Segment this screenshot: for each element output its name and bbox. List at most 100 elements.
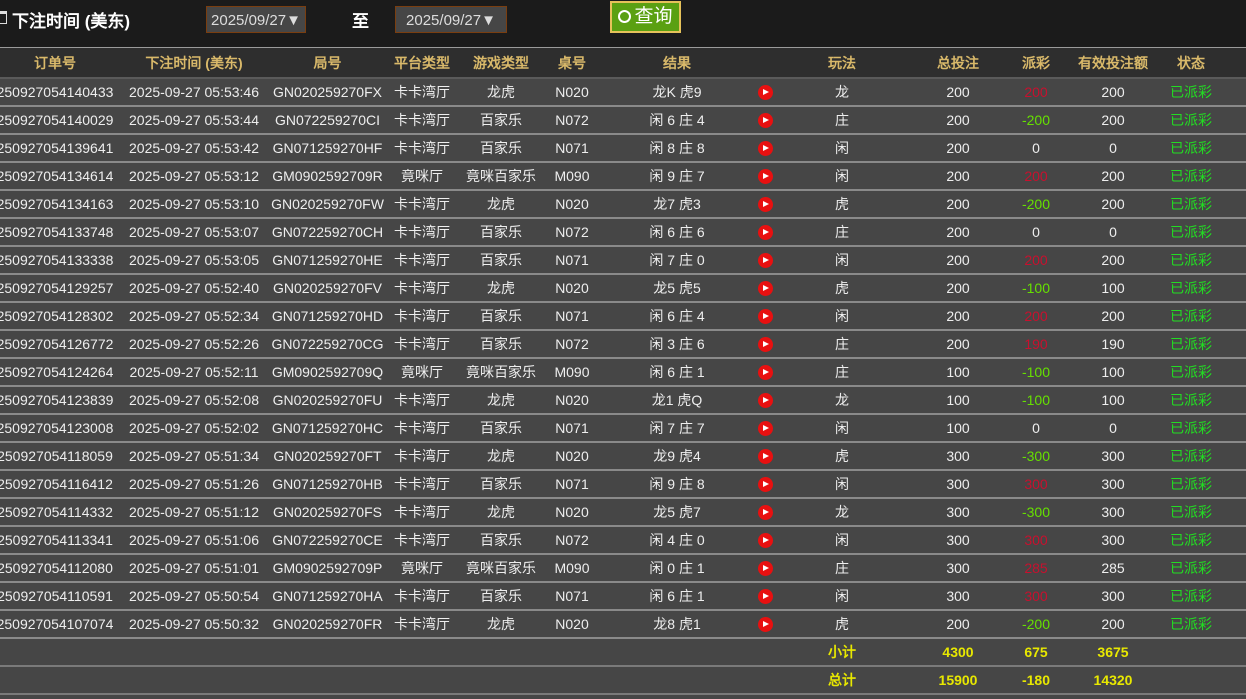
cell-extra	[1220, 442, 1246, 471]
cell-extra	[1220, 162, 1246, 191]
play-video-icon[interactable]	[757, 225, 773, 241]
cell-payout: 300	[1008, 526, 1064, 555]
cell-bet-time: 2025-09-27 05:50:32	[119, 610, 269, 639]
play-video-icon[interactable]	[757, 365, 773, 381]
cell-extra	[1220, 554, 1246, 583]
cell-payout: -100	[1008, 358, 1064, 387]
empty-cell	[386, 638, 458, 667]
cell-play-type: 闲	[776, 302, 908, 331]
query-button[interactable]: 查询	[610, 1, 681, 33]
cell-bet-time: 2025-09-27 05:50:54	[119, 582, 269, 611]
play-video-icon[interactable]	[757, 393, 773, 409]
cell-result: 龙1 虎Q	[600, 386, 754, 415]
total-label: 总计	[776, 666, 908, 695]
cell-status: 已派彩	[1162, 414, 1220, 443]
cell-game-type: 百家乐	[458, 218, 544, 247]
cell-play-type: 闲	[776, 246, 908, 275]
cell-payout: 200	[1008, 302, 1064, 331]
cell-valid-bet: 100	[1064, 386, 1162, 415]
play-video-icon[interactable]	[757, 337, 773, 353]
play-video-icon[interactable]	[757, 505, 773, 521]
cell-extra	[1220, 330, 1246, 359]
play-video-icon[interactable]	[757, 421, 773, 437]
cell-status: 已派彩	[1162, 582, 1220, 611]
play-video-icon[interactable]	[757, 477, 773, 493]
cell-play-type: 闲	[776, 470, 908, 499]
cell-status: 已派彩	[1162, 470, 1220, 499]
table-row: 250927054114332 2025-09-27 05:51:12 GN0202…	[0, 498, 1246, 527]
cell-round-no: GN020259270FS	[269, 498, 386, 527]
cell-order-no: 250927054110591	[0, 582, 119, 611]
cell-payout: -200	[1008, 106, 1064, 135]
play-video-icon[interactable]	[757, 617, 773, 633]
cell-payout: 200	[1008, 78, 1064, 107]
cell-round-no: GN072259270CG	[269, 330, 386, 359]
cell-round-no: GN072259270CH	[269, 218, 386, 247]
cell-total-bet: 200	[908, 610, 1008, 639]
cell-result: 闲 8 庄 8	[600, 134, 754, 163]
cell-video	[754, 498, 776, 527]
cell-payout: 200	[1008, 246, 1064, 275]
cell-round-no: GN020259270FU	[269, 386, 386, 415]
bet-time-label: 下注时间 (美东)	[12, 12, 131, 31]
empty-cell	[269, 638, 386, 667]
play-video-icon[interactable]	[757, 85, 773, 101]
cell-platform: 卡卡湾厅	[386, 78, 458, 107]
play-video-icon[interactable]	[757, 197, 773, 213]
cell-total-bet: 300	[908, 554, 1008, 583]
cell-video	[754, 358, 776, 387]
cell-game-type: 竟咪百家乐	[458, 554, 544, 583]
empty-cell	[600, 638, 754, 667]
cell-bet-time: 2025-09-27 05:52:40	[119, 274, 269, 303]
play-video-icon[interactable]	[757, 169, 773, 185]
cell-order-no: 250927054140029	[0, 106, 119, 135]
table-row: 250927054123839 2025-09-27 05:52:08 GN0202…	[0, 386, 1246, 415]
play-video-icon[interactable]	[757, 533, 773, 549]
cell-extra	[1220, 190, 1246, 219]
empty-cell	[119, 638, 269, 667]
cell-platform: 卡卡湾厅	[386, 134, 458, 163]
empty-cell	[1220, 638, 1246, 667]
cell-payout: 0	[1008, 414, 1064, 443]
date-from-select[interactable]: 2025/09/27▼	[206, 6, 306, 33]
cell-extra	[1220, 78, 1246, 107]
cell-game-type: 百家乐	[458, 106, 544, 135]
cell-status: 已派彩	[1162, 358, 1220, 387]
cell-video	[754, 302, 776, 331]
cell-table-no: M090	[544, 358, 600, 387]
play-video-icon[interactable]	[757, 141, 773, 157]
cell-total-bet: 300	[908, 470, 1008, 499]
cell-table-no: N020	[544, 78, 600, 107]
play-video-icon[interactable]	[757, 309, 773, 325]
cell-play-type: 龙	[776, 78, 908, 107]
cell-valid-bet: 200	[1064, 610, 1162, 639]
header-play-type: 玩法	[776, 48, 908, 79]
cell-platform: 竟咪厅	[386, 358, 458, 387]
cell-bet-time: 2025-09-27 05:53:10	[119, 190, 269, 219]
cell-payout: -100	[1008, 274, 1064, 303]
cell-bet-time: 2025-09-27 05:52:08	[119, 386, 269, 415]
cell-payout: 285	[1008, 554, 1064, 583]
cell-play-type: 龙	[776, 386, 908, 415]
header-platform: 平台类型	[386, 48, 458, 79]
play-video-icon[interactable]	[757, 589, 773, 605]
cell-extra	[1220, 386, 1246, 415]
play-video-icon[interactable]	[757, 449, 773, 465]
play-video-icon[interactable]	[757, 253, 773, 269]
cell-table-no: M090	[544, 554, 600, 583]
cell-game-type: 龙虎	[458, 190, 544, 219]
play-video-icon[interactable]	[757, 281, 773, 297]
date-to-select[interactable]: 2025/09/27▼	[395, 6, 507, 33]
cell-play-type: 闲	[776, 526, 908, 555]
table-header: 订单号 下注时间 (美东) 局号 平台类型 游戏类型 桌号 结果 玩法 总投注 派彩 有效投注额 状态	[0, 48, 1246, 79]
cell-order-no: 250927054123839	[0, 386, 119, 415]
play-video-icon[interactable]	[757, 561, 773, 577]
play-video-icon[interactable]	[757, 113, 773, 129]
cell-game-type: 百家乐	[458, 582, 544, 611]
cell-platform: 卡卡湾厅	[386, 442, 458, 471]
date-from-value: 2025/09/27	[211, 12, 287, 29]
cell-valid-bet: 200	[1064, 78, 1162, 107]
cell-round-no: GN072259270CI	[269, 106, 386, 135]
total-payout: -180	[1008, 666, 1064, 695]
cell-bet-time: 2025-09-27 05:53:12	[119, 162, 269, 191]
